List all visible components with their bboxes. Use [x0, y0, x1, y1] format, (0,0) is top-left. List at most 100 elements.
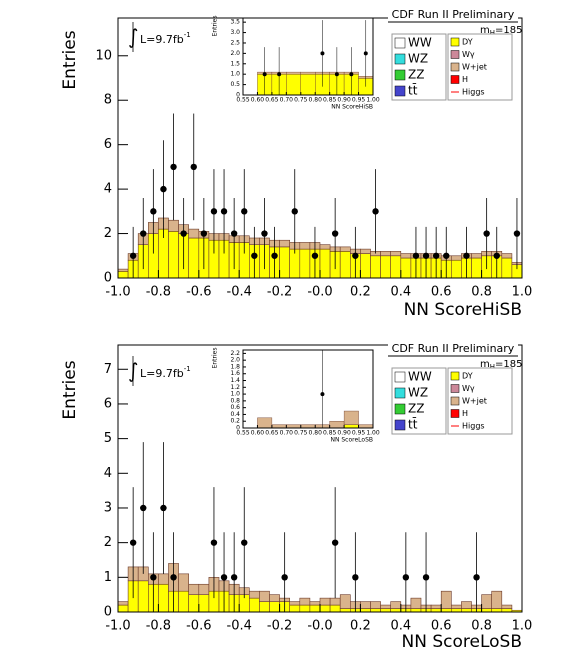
- histogram-bar: [380, 251, 392, 257]
- x-tick-label: -1.0: [105, 285, 130, 300]
- data-point: [483, 230, 490, 237]
- legend-label: Wγ: [462, 384, 475, 393]
- histogram-bar: [118, 604, 129, 612]
- x-tick-label: -0.8: [146, 285, 171, 300]
- legend-label: W+jet: [462, 397, 487, 406]
- y-tick-label: 6: [104, 396, 112, 411]
- y-tick-label: 2: [104, 535, 112, 550]
- histogram-bar: [370, 608, 381, 612]
- data-point: [372, 208, 379, 215]
- y-tick-label: 2: [104, 226, 112, 241]
- data-point: [311, 252, 319, 259]
- legend-swatch: [450, 384, 460, 393]
- data-point: [463, 252, 470, 259]
- lumi-main: L=9.7fb: [140, 33, 184, 46]
- lumi-sup: -1: [184, 31, 191, 39]
- x-tick-label: 0.70: [280, 430, 294, 437]
- histogram-bar: [299, 604, 311, 612]
- lumi-main: L=9.7fb: [140, 367, 184, 380]
- data-point: [271, 252, 278, 259]
- x-tick-label: -0.2: [267, 285, 292, 300]
- x-tick-label: 0.55: [236, 430, 250, 437]
- y-tick-label: 0: [236, 425, 240, 432]
- x-tick-label: -0.6: [186, 285, 211, 300]
- histogram-bar: [400, 257, 412, 278]
- histogram-bar: [360, 608, 371, 612]
- data-point: [352, 252, 359, 259]
- lumi-label: L=9.7fb-1: [140, 31, 191, 46]
- data-point: [422, 252, 430, 259]
- data-point: [180, 230, 187, 237]
- x-tick-label: 1.0: [512, 619, 533, 634]
- histogram-bar: [259, 590, 270, 602]
- y-tick-label: 2.5: [230, 39, 240, 46]
- data-point: [277, 72, 282, 77]
- y-tick-label: 3.0: [230, 29, 240, 36]
- legend-swatch: [450, 50, 460, 59]
- histogram-bar: [198, 594, 210, 612]
- x-tick-label: 0.8: [471, 619, 492, 634]
- data-point: [443, 252, 450, 259]
- legend-label: WW: [408, 370, 432, 384]
- histogram-bar: [300, 424, 316, 428]
- histogram-bar: [279, 239, 291, 248]
- y-tick-label: 4: [104, 182, 112, 197]
- y-tick-label: 0: [236, 92, 240, 99]
- histogram-bar: [400, 253, 412, 259]
- histogram-bar: [178, 590, 190, 612]
- y-tick-label: 3.5: [230, 19, 240, 26]
- x-tick-label: 1.0: [512, 285, 533, 300]
- histogram-bar: [329, 604, 341, 612]
- histogram-bar: [329, 421, 345, 428]
- legend-label: W+jet: [462, 63, 487, 72]
- header-box: [388, 341, 518, 357]
- data-point: [320, 51, 325, 56]
- histogram-bar: [380, 255, 392, 278]
- histogram-bar: [158, 583, 169, 612]
- histogram-bar: [358, 424, 373, 428]
- histogram-bar: [491, 590, 503, 609]
- histogram-bar: [481, 608, 493, 612]
- legend-swatch: [394, 85, 406, 97]
- histogram-bar: [501, 253, 513, 259]
- x-tick-label: 0.4: [390, 285, 411, 300]
- y-tick-label: 1.2: [230, 384, 240, 391]
- data-point: [160, 185, 167, 193]
- x-tick-label: 0.80: [309, 97, 323, 104]
- x-tick-label: 0.55: [236, 97, 250, 104]
- histogram-bar: [137, 580, 149, 612]
- y-tick-label: 1.6: [230, 370, 240, 377]
- plot-area: [118, 442, 522, 612]
- x-tick-label: 0.85: [323, 97, 337, 104]
- x-tick-label: -0.8: [146, 619, 171, 634]
- x-tick-label: 0.2: [350, 285, 371, 300]
- histogram-bar: [360, 601, 371, 609]
- x-tick-label: 0.75: [294, 430, 308, 437]
- data-point: [140, 230, 147, 237]
- data-point: [513, 230, 521, 237]
- y-axis-title: Entries: [60, 30, 80, 89]
- legend-label: Higgs: [462, 422, 485, 431]
- histogram-bar: [390, 608, 402, 612]
- histogram-bar: [461, 601, 472, 609]
- histogram-bar: [188, 583, 200, 595]
- histogram-bar: [410, 597, 422, 609]
- histogram-bar: [339, 608, 351, 612]
- plot-area: [118, 113, 522, 278]
- legend-swatch: [394, 37, 406, 49]
- y-tick-label: 0.5: [230, 81, 240, 88]
- x-tick-label: -0.0: [307, 285, 332, 300]
- legend-label: DY: [462, 372, 473, 381]
- histogram-bar: [319, 248, 331, 278]
- histogram-bar: [501, 257, 513, 278]
- histogram-bar: [269, 601, 280, 612]
- mass-subscript: H: [490, 29, 495, 37]
- histogram-bar: [158, 573, 169, 585]
- plot-frame: [242, 349, 374, 429]
- histogram-bar: [300, 71, 316, 75]
- x-tick-label: 0.8: [471, 285, 492, 300]
- x-tick-label: 0.80: [309, 430, 323, 437]
- y-tick-label: 6: [104, 137, 112, 152]
- x-tick-label: 0.60: [251, 430, 265, 437]
- legend-swatch: [394, 403, 406, 415]
